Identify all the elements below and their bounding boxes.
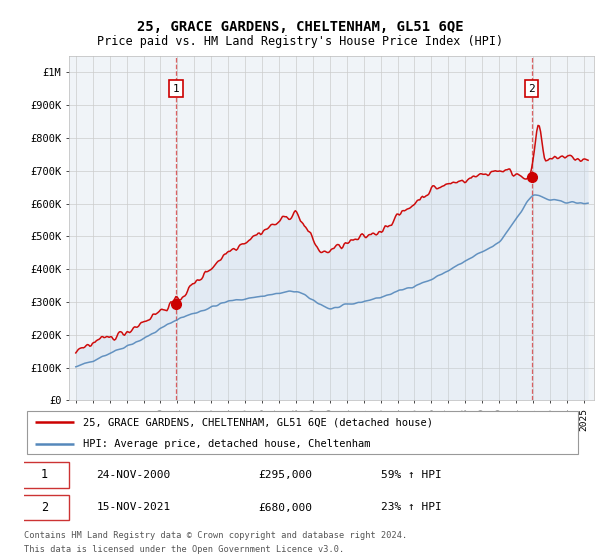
Text: 1: 1 xyxy=(173,84,179,94)
Text: 24-NOV-2000: 24-NOV-2000 xyxy=(97,470,171,480)
Text: £680,000: £680,000 xyxy=(259,502,313,512)
Text: 25, GRACE GARDENS, CHELTENHAM, GL51 6QE: 25, GRACE GARDENS, CHELTENHAM, GL51 6QE xyxy=(137,20,463,34)
Text: 2: 2 xyxy=(41,501,48,514)
Text: 23% ↑ HPI: 23% ↑ HPI xyxy=(381,502,442,512)
FancyBboxPatch shape xyxy=(21,462,68,488)
Text: This data is licensed under the Open Government Licence v3.0.: This data is licensed under the Open Gov… xyxy=(24,545,344,554)
Text: Contains HM Land Registry data © Crown copyright and database right 2024.: Contains HM Land Registry data © Crown c… xyxy=(24,531,407,540)
Text: 2: 2 xyxy=(528,84,535,94)
FancyBboxPatch shape xyxy=(21,494,68,520)
FancyBboxPatch shape xyxy=(27,410,578,455)
Text: 15-NOV-2021: 15-NOV-2021 xyxy=(97,502,171,512)
Text: HPI: Average price, detached house, Cheltenham: HPI: Average price, detached house, Chel… xyxy=(83,438,370,449)
Text: 25, GRACE GARDENS, CHELTENHAM, GL51 6QE (detached house): 25, GRACE GARDENS, CHELTENHAM, GL51 6QE … xyxy=(83,417,433,427)
Text: Price paid vs. HM Land Registry's House Price Index (HPI): Price paid vs. HM Land Registry's House … xyxy=(97,35,503,48)
Text: 1: 1 xyxy=(41,468,48,481)
Text: 59% ↑ HPI: 59% ↑ HPI xyxy=(381,470,442,480)
Text: £295,000: £295,000 xyxy=(259,470,313,480)
